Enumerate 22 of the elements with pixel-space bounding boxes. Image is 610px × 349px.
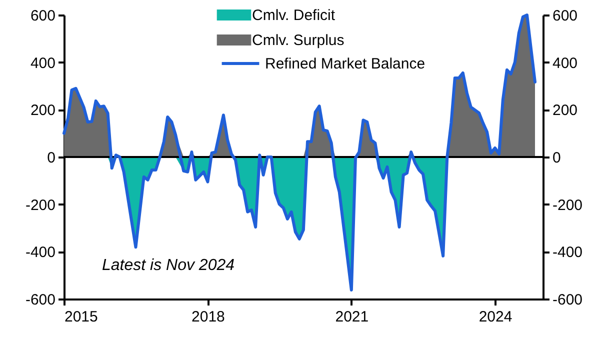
- legend-label: Refined Market Balance: [265, 56, 426, 72]
- y-tick-label: 400: [30, 54, 56, 72]
- y-tick-label: 600: [30, 8, 56, 24]
- annotation: Latest is Nov 2024: [102, 257, 235, 274]
- x-tick-label: 2024: [478, 308, 512, 326]
- legend-label: Cmlv. Deficit: [252, 7, 336, 24]
- y2-tick-label: 0: [552, 150, 561, 166]
- y2-tick-label: 400: [552, 54, 578, 72]
- y-tick-label: -200: [25, 196, 56, 214]
- legend-label: Cmlv. Surplus: [252, 32, 344, 49]
- y2-tick-label: 600: [552, 8, 578, 24]
- y-tick-label: -600: [25, 292, 56, 308]
- y2-tick-label: 200: [552, 102, 578, 120]
- y-tick-label: 0: [47, 150, 56, 166]
- y2-tick-label: -200: [552, 196, 583, 214]
- y-tick-label: 200: [30, 102, 56, 120]
- x-tick-label: 2021: [335, 308, 369, 326]
- y2-tick-label: -600: [552, 292, 583, 308]
- y-tick-label: -400: [25, 244, 56, 262]
- x-tick-label: 2015: [64, 308, 98, 326]
- y2-tick-label: -400: [552, 244, 583, 262]
- x-tick-label: 2018: [192, 308, 225, 326]
